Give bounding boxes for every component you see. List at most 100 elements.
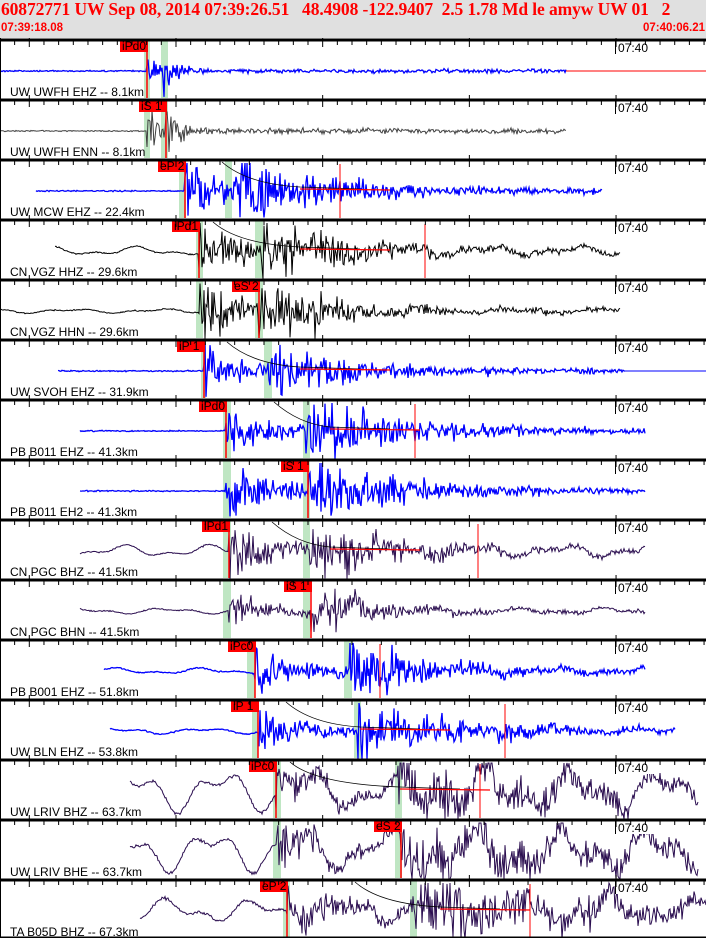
pick-label: iPd1 (174, 219, 198, 233)
travel-time-curve (212, 221, 361, 250)
pick-label: eP 2 (160, 159, 185, 173)
pick-label: iPc0 (251, 759, 275, 773)
channel-panel[interactable]: eS 2 07:40 CN VGZ HHN -- 29.6km (0, 275, 706, 339)
pick-window (252, 700, 258, 758)
channel-panel[interactable]: eP 2 07:40 TA B05D BHZ -- 67.3km (0, 875, 706, 938)
pick-label: eP 2 (262, 879, 287, 893)
pick-label-box[interactable] (120, 40, 148, 52)
minute-label: 07:40 (618, 461, 648, 475)
station-label: TA B05D BHZ -- 67.3km (10, 925, 138, 938)
minute-label: 07:40 (618, 101, 648, 115)
station-label: UW BLN EHZ -- 53.8km (10, 745, 138, 759)
pick-window (273, 820, 281, 878)
waveform-trace (79, 588, 646, 633)
coda-marker (329, 548, 421, 551)
station-label: UW LRIV BHE -- 63.7km (10, 865, 142, 879)
waveform-trace (0, 59, 567, 97)
travel-time-curve (285, 701, 421, 730)
minute-label: 07:40 (618, 521, 648, 535)
waveform-trace (129, 762, 699, 820)
pick-label-box[interactable] (231, 700, 259, 712)
channel-panel[interactable]: iPd1 07:40 CN VGZ HHZ -- 29.6km (0, 215, 706, 280)
pick-window (223, 400, 231, 458)
station-label: UW SVOH EHZ -- 31.9km (10, 385, 149, 399)
waveform-trace (79, 402, 646, 460)
channel-panel[interactable]: iPd0 07:40 UW UWFH EHZ -- 8.1km (0, 38, 706, 99)
travel-time-curve (271, 521, 391, 550)
station-label: PB B001 EHZ -- 51.8km (10, 685, 139, 699)
channel-panel[interactable]: iP 1 07:40 UW BLN EHZ -- 53.8km (0, 695, 706, 760)
station-label: PB B011 EHZ -- 41.3km (10, 445, 138, 459)
pick-label-box[interactable] (232, 280, 260, 292)
station-label: UW MCW EHZ -- 22.4km (10, 205, 145, 219)
pick-label: eS 2 (376, 819, 401, 833)
station-label: CN VGZ HHN -- 29.6km (10, 325, 139, 339)
travel-time-curve (221, 161, 361, 190)
pick-label: iPd0 (201, 399, 225, 413)
station-label: UW UWFH EHZ -- 8.1km (10, 85, 144, 99)
pick-label-box[interactable] (202, 520, 230, 532)
seismogram-panels[interactable]: iPd0 07:40 UW UWFH EHZ -- 8.1km iS 1 07:40 UW… (0, 38, 706, 938)
pick-label-box[interactable] (249, 760, 277, 772)
station-label: CN PGC BHN -- 41.5km (10, 625, 139, 639)
pick-label-box[interactable] (172, 220, 200, 232)
minute-label: 07:40 (618, 41, 648, 55)
pick-window (223, 580, 231, 638)
pick-window (354, 700, 361, 758)
minute-label: 07:40 (618, 881, 648, 895)
minute-label: 07:40 (618, 701, 648, 715)
channel-panel[interactable]: iPc0 07:40 UW LRIV BHZ -- 63.7km (0, 755, 706, 820)
waveform-trace (0, 283, 621, 339)
minute-label: 07:40 (618, 581, 648, 595)
waveform-trace (54, 222, 621, 280)
pick-label-box[interactable] (139, 100, 167, 112)
pick-window (303, 580, 310, 638)
pick-label: iP 1 (179, 339, 200, 353)
minute-label: 07:40 (618, 341, 648, 355)
coda-marker (329, 428, 421, 431)
pick-label-box[interactable] (284, 580, 312, 592)
channel-panel[interactable]: eS 2 07:40 UW LRIV BHE -- 63.7km (0, 815, 706, 881)
waveform-trace (139, 881, 706, 938)
pick-window (247, 640, 255, 698)
station-label: UW LRIV BHZ -- 63.7km (10, 805, 141, 819)
waveform-trace (79, 462, 646, 517)
pick-label: iPd1 (204, 519, 228, 533)
station-label: UW UWFH ENN -- 8.1km (10, 145, 145, 159)
pick-label: iPd0 (122, 39, 146, 53)
pick-window (395, 820, 402, 878)
event-header: 60872771 UW Sep 08, 2014 07:39:26.51 48.… (0, 0, 706, 38)
coda-marker (299, 188, 391, 191)
channel-panel[interactable]: iS 1 07:40 PB B011 EH2 -- 41.3km (0, 455, 706, 519)
pick-label: iS 1 (283, 459, 304, 473)
station-label: PB B011 EH2 -- 41.3km (10, 505, 137, 519)
waveform-trace (79, 529, 646, 580)
minute-label: 07:40 (618, 401, 648, 415)
travel-time-curve (226, 341, 361, 370)
waveform-trace (109, 702, 676, 760)
minute-label: 07:40 (618, 641, 648, 655)
pick-label-box[interactable] (158, 160, 186, 172)
channel-panel[interactable]: eP 2 07:40 UW MCW EHZ -- 22.4km (0, 155, 706, 219)
waveform-trace (0, 110, 566, 153)
station-label: CN PGC BHZ -- 41.5km (10, 565, 138, 579)
pick-label-box[interactable] (281, 460, 309, 472)
minute-label: 07:40 (618, 161, 648, 175)
pick-label-box[interactable] (177, 340, 205, 352)
coda-marker (299, 248, 391, 251)
channel-panel[interactable]: iPd0 07:40 PB B011 EHZ -- 41.3km (0, 395, 706, 460)
channel-panel[interactable]: iS 1 07:40 CN PGC BHN -- 41.5km (0, 575, 706, 639)
minute-label: 07:40 (618, 761, 648, 775)
pick-label-box[interactable] (260, 880, 288, 892)
channel-panel[interactable]: iPd1 07:40 CN PGC BHZ -- 41.5km (0, 515, 706, 580)
window-start-time: 07:39:18.08 (1, 22, 64, 34)
pick-label: iS 1 (286, 579, 307, 593)
pick-window (303, 460, 310, 518)
travel-time-curve (354, 881, 501, 910)
channel-panel[interactable]: iP 1 07:40 UW SVOH EHZ -- 31.9km (0, 335, 706, 399)
channel-panel[interactable]: iPc0 07:40 PB B001 EHZ -- 51.8km (0, 635, 706, 699)
minute-label: 07:40 (618, 821, 648, 835)
pick-window (255, 220, 263, 278)
pick-window (179, 160, 186, 218)
